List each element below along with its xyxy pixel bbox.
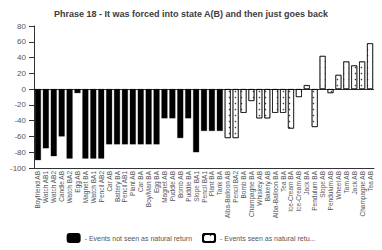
svg-text:Watch AB2: Watch AB2 bbox=[50, 171, 57, 203]
svg-text:-60: -60 bbox=[14, 132, 26, 141]
svg-text:60: 60 bbox=[17, 37, 26, 46]
svg-text:80: 80 bbox=[17, 22, 26, 31]
svg-text:Phrase 18 - It was forced into: Phrase 18 - It was forced into state A(B… bbox=[54, 9, 329, 19]
svg-text:Battery BA: Battery BA bbox=[114, 170, 122, 202]
svg-text:Egg BA: Egg BA bbox=[153, 170, 161, 193]
svg-text:Watch BA2: Watch BA2 bbox=[66, 171, 73, 204]
svg-text:Watch AB1: Watch AB1 bbox=[42, 171, 49, 203]
svg-text:Jack AB: Jack AB bbox=[351, 171, 358, 194]
svg-text:Plant BA: Plant BA bbox=[208, 170, 215, 196]
svg-text:Puddle AB: Puddle AB bbox=[169, 171, 176, 201]
svg-text:Egg AB: Egg AB bbox=[74, 171, 82, 193]
svg-text:Puddle BA: Puddle BA bbox=[185, 170, 192, 201]
svg-text:Magnet BA: Magnet BA bbox=[82, 170, 90, 203]
svg-text:Tea BA: Tea BA bbox=[280, 170, 287, 192]
svg-text:0: 0 bbox=[22, 85, 27, 94]
svg-text:Bakery AB: Bakery AB bbox=[264, 171, 272, 201]
svg-text:Watch BA1: Watch BA1 bbox=[90, 171, 97, 204]
svg-text:Pencil BA2: Pencil BA2 bbox=[232, 171, 239, 203]
svg-text:Pencil AB2: Pencil AB2 bbox=[98, 171, 105, 203]
svg-text:Tam AB: Tam AB bbox=[343, 171, 350, 193]
svg-text:20: 20 bbox=[17, 69, 26, 78]
svg-text:Slope AB: Slope AB bbox=[319, 171, 327, 198]
svg-text:Slope BA1: Slope BA1 bbox=[193, 171, 201, 202]
svg-text:- Events not seen as natural r: - Events not seen as natural return bbox=[85, 235, 192, 242]
svg-text:-80: -80 bbox=[14, 148, 26, 157]
svg-text:Bomb BA: Bomb BA bbox=[240, 170, 247, 198]
svg-text:- Events seen as natural retu.: - Events seen as natural retu... bbox=[220, 235, 315, 242]
svg-text:Alba-Balloon AB: Alba-Balloon AB bbox=[224, 171, 231, 218]
svg-text:Ice-Cream BA: Ice-Cream BA bbox=[287, 170, 294, 211]
svg-text:Boy/Man BA: Boy/Man BA bbox=[145, 170, 153, 207]
svg-text:Boyfriend AB: Boyfriend AB bbox=[34, 171, 42, 209]
svg-text:Whiskey AB: Whiskey AB bbox=[256, 171, 264, 206]
svg-text:Jack BA: Jack BA bbox=[303, 170, 310, 195]
svg-text:Pendulum BA: Pendulum BA bbox=[311, 170, 318, 210]
svg-text:Alba-Balloon BA: Alba-Balloon BA bbox=[272, 170, 279, 218]
svg-text:Wheel AB: Wheel AB bbox=[335, 171, 342, 200]
svg-text:Pencil BA1: Pencil BA1 bbox=[201, 171, 208, 203]
svg-text:Plant AB: Plant AB bbox=[129, 171, 136, 196]
svg-text:Ice-Cream AB: Ice-Cream AB bbox=[295, 171, 302, 211]
svg-text:40: 40 bbox=[17, 53, 26, 62]
svg-text:Pendulum AB: Pendulum AB bbox=[327, 171, 334, 210]
svg-text:-100: -100 bbox=[10, 164, 27, 173]
svg-text:Candle AB: Candle AB bbox=[58, 171, 65, 202]
svg-text:-20: -20 bbox=[14, 100, 26, 109]
svg-text:-40: -40 bbox=[14, 116, 26, 125]
svg-text:Tea AB: Tea AB bbox=[367, 171, 374, 192]
svg-text:Champagne BA: Champagne BA bbox=[248, 170, 256, 217]
svg-text:Bomb AB: Bomb AB bbox=[177, 171, 184, 198]
svg-text:Pencil AB1: Pencil AB1 bbox=[121, 171, 128, 203]
svg-text:Tank BA: Tank BA bbox=[216, 170, 223, 195]
svg-text:Car AB: Car AB bbox=[106, 171, 113, 192]
svg-text:Magnet AB: Magnet AB bbox=[161, 171, 169, 203]
svg-text:Car BA: Car BA bbox=[137, 170, 144, 192]
svg-text:Champagne AB: Champagne AB bbox=[359, 171, 367, 217]
